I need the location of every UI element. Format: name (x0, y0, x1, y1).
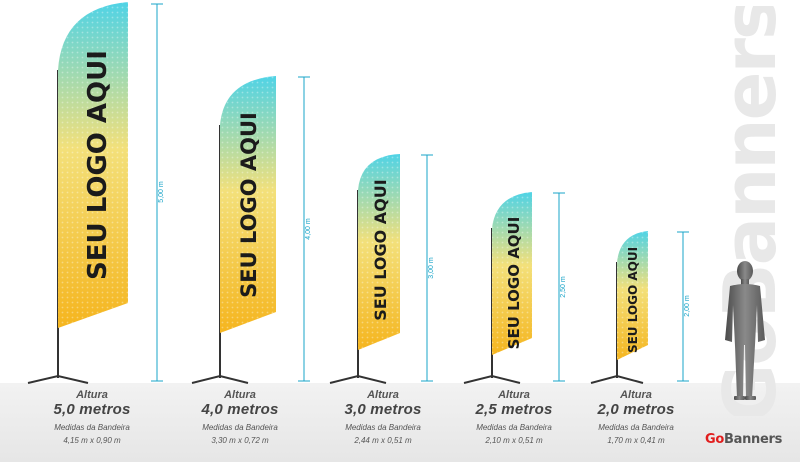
flag-base (191, 374, 249, 384)
caption-medidas: Medidas da Bandeira (54, 423, 130, 432)
flag-3m: SEU LOGO AQUI 3,00 m (329, 154, 435, 384)
caption-size: 3,30 m x 0,72 m (211, 436, 269, 445)
caption-height: 4,0 metros (201, 401, 279, 418)
person-silhouette (725, 261, 765, 400)
caption-height: 2,0 metros (597, 401, 675, 418)
brand-name: Banners (724, 432, 783, 447)
flag-4m: SEU LOGO AQUI 4,00 m (191, 76, 312, 384)
caption-size: 2,44 m x 0,51 m (354, 436, 412, 445)
caption-height: 2,5 metros (475, 401, 553, 418)
flag-base (27, 374, 89, 384)
caption-altura: Altura (367, 389, 399, 401)
caption-3m: Altura 3,0 metros Medidas da Bandeira 2,… (308, 389, 458, 445)
dimension-label: 3,00 m (428, 257, 435, 279)
dimension-label: 5,00 m (158, 181, 165, 203)
caption-5m: Altura 5,0 metros Medidas da Bandeira 4,… (17, 389, 167, 445)
dimension-label: 4,00 m (305, 218, 312, 240)
dimension-label: 2,00 m (684, 295, 691, 317)
flag-logo-text: SEU LOGO AQUI (83, 50, 113, 280)
caption-size: 1,70 m x 0,41 m (607, 436, 665, 445)
flag-base (590, 374, 644, 384)
flag-logo-text: SEU LOGO AQUI (371, 179, 390, 320)
caption-altura: Altura (224, 389, 256, 401)
caption-medidas: Medidas da Bandeira (202, 423, 278, 432)
flag-logo-text: SEU LOGO AQUI (505, 217, 523, 350)
caption-size: 2,10 m x 0,51 m (485, 436, 543, 445)
flag-logo-text: SEU LOGO AQUI (626, 247, 640, 353)
flag-base (329, 374, 387, 384)
caption-altura: Altura (620, 389, 652, 401)
dimension-label: 2,50 m (560, 276, 567, 298)
caption-size: 4,15 m x 0,90 m (63, 436, 121, 445)
caption-height: 5,0 metros (53, 401, 131, 418)
caption-medidas: Medidas da Bandeira (598, 423, 674, 432)
flag-5m: SEU LOGO AQUI 5,00 m (27, 2, 165, 384)
caption-2m: Altura 2,0 metros Medidas da Bandeira 1,… (561, 389, 711, 445)
caption-4m: Altura 4,0 metros Medidas da Bandeira 3,… (165, 389, 315, 445)
flag-2-5m: SEU LOGO AQUI 2,50 m (463, 192, 567, 384)
caption-medidas: Medidas da Bandeira (476, 423, 552, 432)
caption-medidas: Medidas da Bandeira (345, 423, 421, 432)
caption-altura: Altura (76, 389, 108, 401)
brand-logo: GoBanners (705, 432, 782, 447)
floor-band (0, 383, 800, 462)
flag-logo-text: SEU LOGO AQUI (237, 112, 261, 298)
caption-altura: Altura (498, 389, 530, 401)
caption-height: 3,0 metros (344, 401, 422, 418)
brand-go: Go (705, 432, 725, 447)
flag-base (463, 374, 521, 384)
flag-2m: SEU LOGO AQUI 2,00 m (590, 231, 691, 384)
caption-2-5m: Altura 2,5 metros Medidas da Bandeira 2,… (439, 389, 589, 445)
